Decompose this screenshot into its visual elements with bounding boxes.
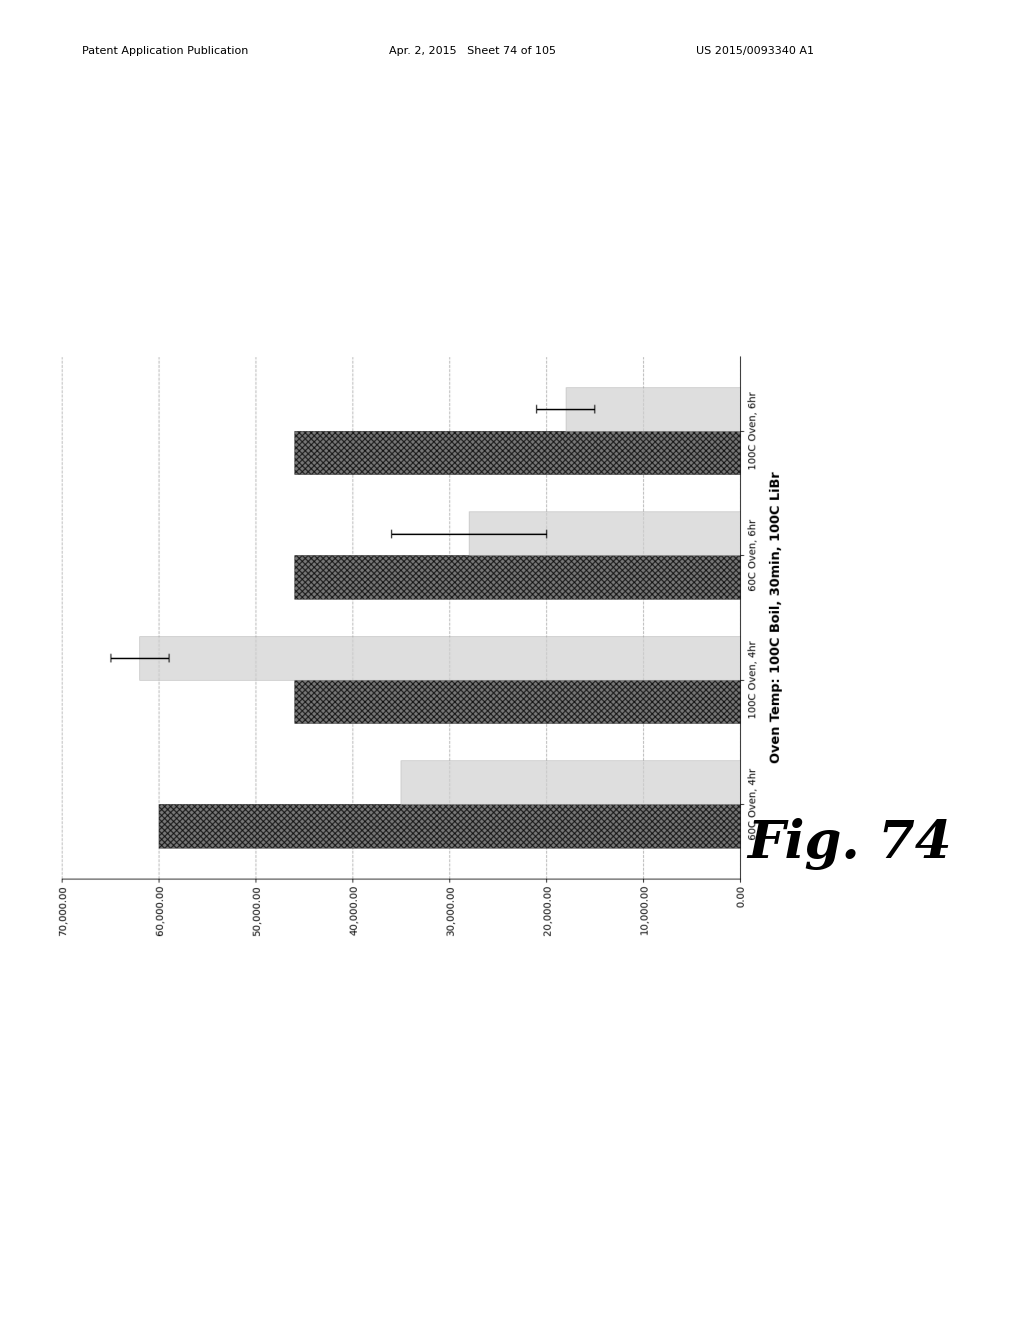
Text: Fig. 74: Fig. 74: [748, 818, 952, 870]
Text: Patent Application Publication: Patent Application Publication: [82, 46, 248, 57]
Text: Apr. 2, 2015   Sheet 74 of 105: Apr. 2, 2015 Sheet 74 of 105: [389, 46, 556, 57]
Text: US 2015/0093340 A1: US 2015/0093340 A1: [696, 46, 814, 57]
